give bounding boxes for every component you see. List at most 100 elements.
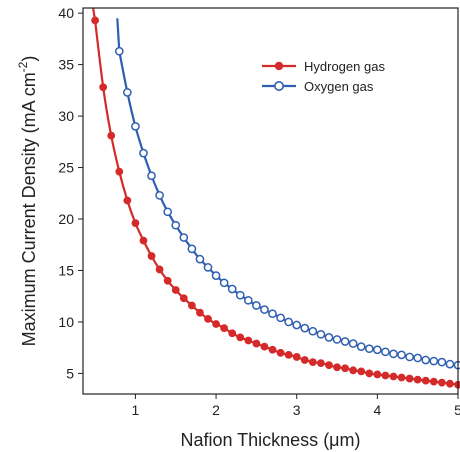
plot-frame [82,7,459,395]
data-point-oxygen-gas [155,190,164,200]
data-point-hydrogen-gas [252,339,261,348]
legend-marker-hydrogen-gas [274,61,284,71]
data-point-hydrogen-gas [365,369,374,378]
y-tick-label: 20 [58,211,74,227]
data-point-oxygen-gas [179,233,189,242]
y-tick-label: 35 [58,57,74,73]
y-tick-label: 10 [58,314,74,330]
data-point-hydrogen-gas [292,353,301,361]
data-point-hydrogen-gas [421,376,430,385]
data-point-oxygen-gas [131,122,140,131]
data-point-oxygen-gas [114,46,124,56]
ticks-layer: 1 2 3 4 5 5 10 15 20 25 30 35 40 [58,5,460,418]
legend-label-hydrogen-gas: Hydrogen gas [304,59,385,74]
y-axis-title-superscript: -2 [16,61,30,72]
data-point-oxygen-gas [413,353,423,363]
data-point-hydrogen-gas [123,196,132,205]
data-point-hydrogen-gas [308,358,317,366]
data-point-hydrogen-gas [131,219,140,228]
data-point-oxygen-gas [356,342,366,352]
data-point-oxygen-gas [123,88,132,97]
data-point-oxygen-gas [397,350,406,360]
data-point-hydrogen-gas [212,320,220,328]
data-point-hydrogen-gas [349,366,358,375]
data-point-oxygen-gas [268,309,277,319]
data-point-oxygen-gas [437,357,447,367]
data-point-oxygen-gas [235,290,245,300]
data-point-oxygen-gas [453,360,460,370]
data-point-oxygen-gas [445,359,455,369]
data-point-hydrogen-gas [454,380,460,389]
data-point-oxygen-gas [421,355,431,365]
data-point-hydrogen-gas [99,83,108,92]
data-point-hydrogen-gas [244,336,253,345]
data-point-hydrogen-gas [171,286,180,294]
data-point-oxygen-gas [211,271,221,280]
data-point-hydrogen-gas [325,361,333,370]
data-point-hydrogen-gas [268,345,277,354]
data-point-oxygen-gas [348,339,358,348]
data-point-hydrogen-gas [446,379,454,388]
data-point-hydrogen-gas [381,371,390,380]
data-point-oxygen-gas [147,171,156,181]
data-point-hydrogen-gas [220,324,229,333]
data-point-hydrogen-gas [196,308,204,317]
data-point-oxygen-gas [284,317,293,327]
data-point-hydrogen-gas [276,348,285,357]
data-point-oxygen-gas [316,329,326,339]
data-point-hydrogen-gas [91,16,99,25]
y-axis-title-main: Maximum Current Density (mA cm [19,72,39,346]
data-point-hydrogen-gas [228,329,237,338]
data-point-oxygen-gas [308,326,318,336]
data-point-hydrogen-gas [147,252,156,260]
data-point-oxygen-gas [389,349,398,359]
data-point-oxygen-gas [324,333,334,342]
data-point-oxygen-gas [332,335,342,344]
data-point-oxygen-gas [340,337,350,346]
data-point-oxygen-gas [163,207,173,217]
y-axis-title: Maximum Current Density (mA cm-2) [16,56,39,347]
data-point-hydrogen-gas [429,377,438,386]
data-point-hydrogen-gas [260,342,269,351]
data-point-hydrogen-gas [437,378,446,387]
data-point-hydrogen-gas [333,363,341,372]
data-point-hydrogen-gas [389,372,398,381]
data-point-oxygen-gas [381,347,390,357]
x-tick-label: 5 [454,402,460,418]
data-point-oxygen-gas [219,278,229,288]
series-line-oxygen-gas [116,18,459,367]
data-point-hydrogen-gas [204,314,212,323]
y-axis-title-close: ) [19,56,39,62]
data-point-oxygen-gas [243,295,253,305]
x-tick-label: 3 [293,402,301,418]
legend-label-oxygen-gas: Oxygen gas [304,79,374,94]
y-tick-label: 15 [58,262,74,278]
data-point-hydrogen-gas [373,370,382,379]
data-point-oxygen-gas [171,220,181,230]
data-point-oxygen-gas [139,148,148,158]
data-point-hydrogen-gas [405,374,414,383]
data-point-oxygen-gas [260,305,269,314]
x-tick-label: 1 [132,402,140,418]
data-point-oxygen-gas [364,344,374,354]
data-point-hydrogen-gas [139,236,148,245]
data-point-hydrogen-gas [413,375,422,384]
data-point-hydrogen-gas [341,364,349,373]
x-axis-title: Nafion Thickness (μm) [180,430,360,450]
y-tick-label: 25 [58,160,74,176]
y-tick-label: 40 [58,5,74,21]
data-point-oxygen-gas [252,301,261,310]
series-layer [91,7,460,389]
data-point-hydrogen-gas [300,356,309,364]
data-point-hydrogen-gas [357,367,366,376]
data-point-oxygen-gas [373,345,382,355]
data-point-oxygen-gas [187,244,197,254]
data-point-hydrogen-gas [187,301,196,310]
y-tick-label: 30 [58,108,74,124]
x-tick-label: 4 [373,402,381,418]
data-point-oxygen-gas [429,356,439,366]
data-point-hydrogen-gas [107,131,116,140]
data-point-hydrogen-gas [397,373,406,382]
legend: Hydrogen gas Oxygen gas [262,59,385,94]
